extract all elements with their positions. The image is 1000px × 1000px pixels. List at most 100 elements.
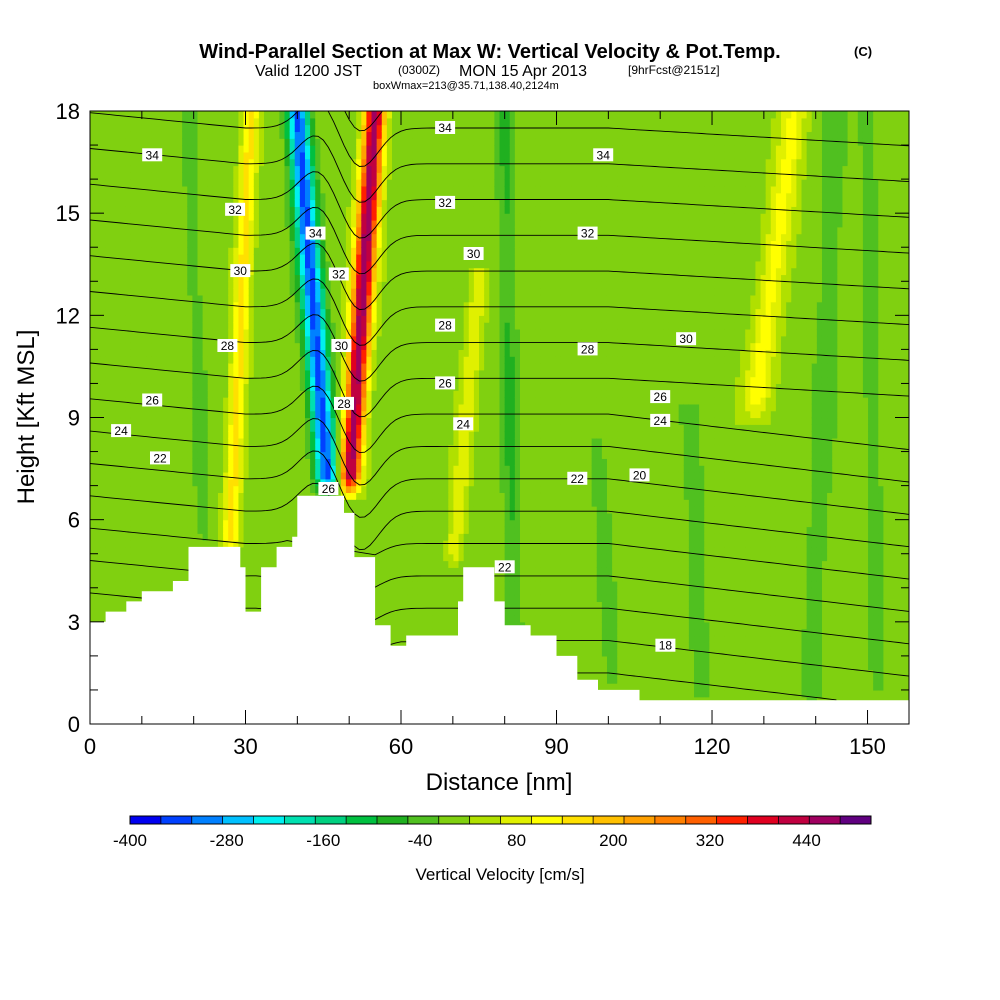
velocity-cell	[161, 274, 168, 282]
velocity-cell	[166, 165, 173, 173]
velocity-cell	[207, 117, 214, 126]
velocity-cell	[125, 301, 132, 310]
velocity-cell	[279, 117, 286, 126]
velocity-cell	[95, 274, 101, 282]
velocity-cell	[279, 335, 286, 344]
velocity-cell	[248, 519, 255, 528]
velocity-cell	[366, 240, 373, 248]
velocity-cell	[166, 580, 173, 589]
velocity-cell	[253, 519, 260, 528]
velocity-cell	[243, 138, 250, 146]
velocity-cell	[269, 369, 275, 378]
velocity-cell	[258, 560, 265, 568]
velocity-cell	[310, 410, 316, 419]
velocity-cell	[136, 485, 142, 494]
velocity-cell	[304, 458, 311, 466]
velocity-cell	[207, 533, 214, 541]
velocity-cell	[217, 512, 224, 521]
velocity-cell	[151, 567, 158, 575]
velocity-cell	[146, 560, 153, 568]
velocity-cell	[320, 465, 327, 473]
velocity-cell	[125, 288, 132, 296]
velocity-cell	[161, 567, 168, 575]
velocity-cell	[320, 165, 327, 173]
velocity-cell	[299, 131, 306, 139]
velocity-cell	[361, 397, 368, 405]
velocity-cell	[264, 179, 270, 187]
velocity-cell	[120, 540, 127, 548]
velocity-cell	[264, 342, 270, 350]
velocity-cell	[330, 247, 337, 255]
velocity-cell	[223, 124, 229, 133]
velocity-cell	[284, 199, 291, 207]
velocity-cell	[248, 403, 255, 412]
velocity-cell	[274, 356, 280, 364]
velocity-cell	[192, 158, 199, 167]
velocity-cell	[248, 301, 255, 310]
velocity-cell	[141, 124, 147, 133]
velocity-cell	[151, 349, 158, 357]
velocity-cell	[90, 240, 96, 248]
velocity-cell	[325, 260, 332, 269]
velocity-cell	[335, 179, 342, 187]
velocity-cell	[248, 206, 255, 214]
velocity-cell	[110, 131, 117, 139]
velocity-cell	[197, 165, 204, 173]
velocity-cell	[207, 274, 214, 282]
velocity-cell	[115, 294, 122, 303]
velocity-cell	[105, 580, 112, 589]
velocity-cell	[125, 267, 132, 276]
velocity-cell	[284, 458, 291, 466]
velocity-cell	[361, 240, 368, 248]
velocity-cell	[136, 131, 142, 139]
velocity-cell	[351, 499, 357, 507]
velocity-cell	[166, 233, 173, 242]
velocity-cell	[264, 328, 270, 337]
velocity-cell	[120, 301, 127, 310]
velocity-cell	[161, 179, 168, 187]
velocity-cell	[299, 301, 306, 310]
velocity-cell	[366, 328, 373, 337]
velocity-cell	[120, 158, 127, 167]
velocity-cell	[335, 185, 342, 194]
velocity-cell	[253, 594, 260, 602]
velocity-cell	[361, 281, 368, 289]
velocity-cell	[136, 553, 142, 562]
velocity-cell	[264, 397, 270, 405]
velocity-cell	[325, 349, 332, 357]
velocity-cell	[90, 138, 96, 146]
velocity-cell	[192, 172, 199, 180]
velocity-cell	[105, 546, 112, 555]
velocity-cell	[335, 437, 342, 446]
velocity-cell	[253, 390, 260, 398]
velocity-cell	[115, 219, 122, 228]
velocity-cell	[177, 328, 183, 337]
velocity-cell	[125, 574, 132, 582]
velocity-cell	[202, 397, 209, 405]
velocity-cell	[243, 247, 250, 255]
velocity-cell	[90, 465, 96, 473]
velocity-cell	[238, 335, 245, 344]
velocity-cell	[177, 471, 183, 480]
velocity-cell	[361, 335, 368, 344]
velocity-cell	[146, 485, 153, 494]
velocity-cell	[177, 179, 183, 187]
velocity-cell	[340, 288, 347, 296]
velocity-cell	[294, 417, 301, 425]
velocity-cell	[274, 322, 280, 330]
velocity-cell	[136, 233, 142, 242]
velocity-cell	[197, 267, 204, 276]
velocity-cell	[233, 471, 240, 480]
velocity-cell	[207, 240, 214, 248]
velocity-cell	[274, 458, 280, 466]
velocity-cell	[110, 219, 117, 228]
velocity-cell	[233, 219, 240, 228]
velocity-cell	[335, 322, 342, 330]
velocity-cell	[161, 390, 168, 398]
velocity-cell	[197, 274, 204, 282]
velocity-cell	[345, 356, 352, 364]
velocity-cell	[243, 574, 250, 582]
velocity-cell	[105, 131, 112, 139]
velocity-cell	[248, 219, 255, 228]
velocity-cell	[146, 233, 153, 242]
